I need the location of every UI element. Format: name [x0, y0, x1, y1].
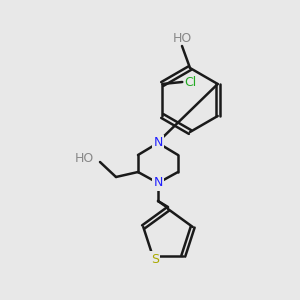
- Text: Cl: Cl: [184, 76, 196, 88]
- Text: S: S: [151, 253, 159, 266]
- Text: HO: HO: [172, 32, 192, 44]
- Text: HO: HO: [74, 152, 94, 166]
- Text: N: N: [153, 136, 163, 149]
- Text: N: N: [153, 176, 163, 190]
